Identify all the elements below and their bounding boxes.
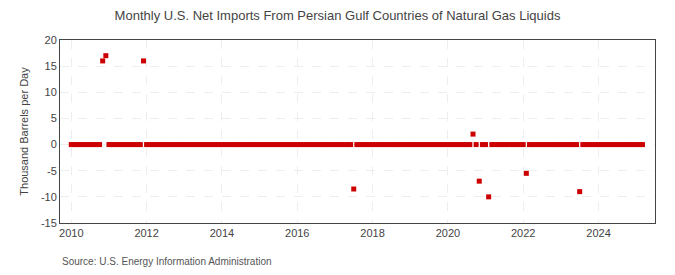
svg-text:2016: 2016 [285,227,309,239]
svg-text:2012: 2012 [134,227,158,239]
svg-text:-15: -15 [41,217,57,229]
svg-text:2014: 2014 [210,227,234,239]
svg-text:Source: U.S. Energy Informatio: Source: U.S. Energy Information Administ… [62,256,272,267]
svg-text:2022: 2022 [511,227,535,239]
svg-text:2018: 2018 [360,227,384,239]
svg-text:2020: 2020 [436,227,460,239]
svg-text:5: 5 [51,112,57,124]
svg-text:2010: 2010 [59,227,83,239]
svg-text:10: 10 [45,86,57,98]
svg-text:20: 20 [45,34,57,46]
svg-text:Thousand Barrels per Day: Thousand Barrels per Day [18,67,30,196]
svg-text:2024: 2024 [586,227,610,239]
svg-text:-10: -10 [41,191,57,203]
svg-text:15: 15 [45,60,57,72]
svg-text:-5: -5 [47,165,57,177]
svg-text:Monthly U.S. Net Imports From: Monthly U.S. Net Imports From Persian Gu… [115,8,561,23]
svg-text:0: 0 [51,138,57,150]
